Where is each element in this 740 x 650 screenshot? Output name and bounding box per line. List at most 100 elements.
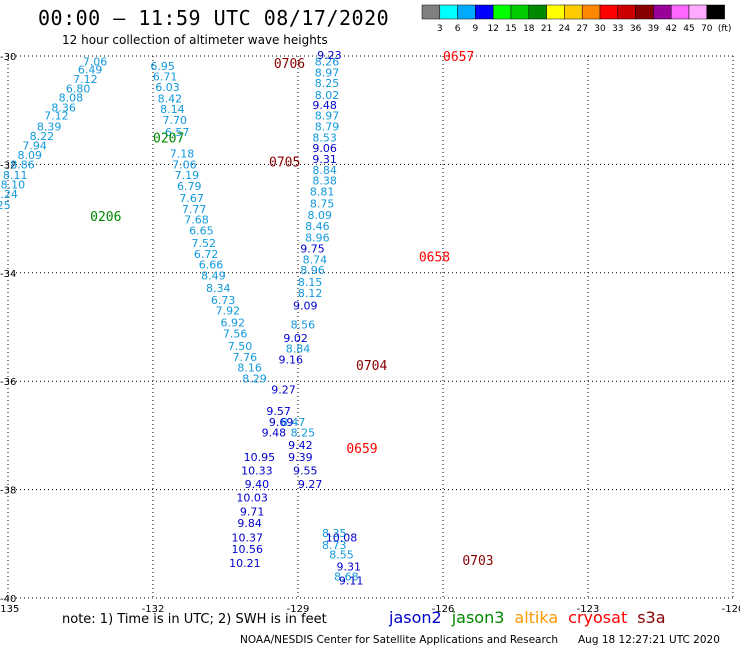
wave-height-point: 7.92 bbox=[216, 305, 241, 318]
colorbar-label: 18 bbox=[523, 24, 535, 34]
track-time-label: 0206 bbox=[90, 210, 121, 225]
wave-height-point: 7.67 bbox=[179, 192, 204, 205]
colorbar-label: 33 bbox=[612, 24, 623, 34]
legend-altika: altika bbox=[514, 608, 559, 627]
y-tick-label: -30 bbox=[0, 52, 16, 63]
colorbar-label: 27 bbox=[576, 24, 587, 34]
wave-height-point: 6.72 bbox=[194, 248, 219, 261]
wave-height-point: 9.48 bbox=[312, 99, 337, 112]
y-tick-label: -32 bbox=[0, 160, 16, 171]
wave-height-point: 7.12 bbox=[44, 110, 69, 123]
wave-height-point: 8.73 bbox=[322, 539, 347, 552]
colorbar-swatch bbox=[475, 4, 494, 20]
wave-height-point: 9.31 bbox=[337, 561, 362, 574]
wave-height-point: 8.97 bbox=[315, 66, 340, 79]
wave-height-point: 8.25 bbox=[291, 427, 316, 440]
wave-height-point: 9.31 bbox=[312, 153, 337, 166]
wave-height-point: 8.35 bbox=[322, 527, 347, 540]
wave-height-point: 9.48 bbox=[262, 427, 287, 440]
wave-height-point: 8.08 bbox=[59, 92, 84, 105]
colorbar-label: 3 bbox=[437, 24, 443, 34]
colorbar-swatch bbox=[670, 4, 690, 20]
wave-height-point: 8.75 bbox=[310, 197, 335, 210]
track-time-label: 0705 bbox=[269, 156, 300, 171]
wave-height-point: 9.11 bbox=[339, 575, 364, 588]
wave-height-point: 7.19 bbox=[175, 169, 200, 182]
track-time-label: 0657 bbox=[443, 50, 474, 65]
wave-height-point: 9.75 bbox=[300, 242, 325, 255]
wave-height-point: 8.15 bbox=[298, 276, 323, 289]
track-time-label: 0658 bbox=[419, 251, 450, 266]
wave-height-point: 9.09 bbox=[293, 299, 318, 312]
wave-height-point: 9.84 bbox=[237, 517, 262, 530]
wave-height-point: 8.81 bbox=[310, 186, 335, 199]
wave-height-point: 7.06 bbox=[83, 55, 108, 68]
wave-height-point: 8.96 bbox=[305, 232, 330, 245]
colorbar-swatch bbox=[457, 4, 476, 20]
colorbar-label: 24 bbox=[559, 24, 571, 34]
colorbar-swatch bbox=[421, 4, 441, 20]
wave-height-point: 9.02 bbox=[283, 332, 308, 345]
wave-height-point: 8.97 bbox=[315, 110, 340, 123]
wave-height-point: 8.02 bbox=[315, 89, 340, 102]
colorbar-label: 9 bbox=[473, 24, 479, 34]
y-tick-label: -34 bbox=[0, 269, 16, 280]
wave-height-point: 8.42 bbox=[158, 92, 183, 105]
colorbar-swatch bbox=[688, 4, 708, 20]
wave-height-point: 7.18 bbox=[170, 148, 195, 161]
colorbar-label: 21 bbox=[541, 24, 552, 34]
wave-height-point: 8.14 bbox=[160, 103, 185, 116]
wave-height-point: 10.95 bbox=[244, 451, 276, 464]
wave-height-point: 7.56 bbox=[223, 328, 248, 341]
wave-height-point: 8.38 bbox=[312, 175, 337, 188]
wave-height-point: 8.16 bbox=[237, 362, 262, 375]
wave-height-point: 8.39 bbox=[37, 120, 62, 133]
colorbar-label: 70 bbox=[701, 24, 713, 34]
wave-height-point: 9.27 bbox=[298, 478, 323, 491]
wave-height-point: 7.50 bbox=[228, 340, 253, 353]
wave-height-point: 8.79 bbox=[315, 120, 340, 133]
wave-height-point: 8.09 bbox=[18, 149, 43, 162]
wave-height-point: 7.70 bbox=[163, 114, 188, 127]
chart-title: 00:00 — 11:59 UTC 08/17/2020 bbox=[38, 6, 390, 30]
wave-height-point: 8.22 bbox=[30, 130, 55, 143]
wave-height-point: 8.24 bbox=[0, 188, 18, 201]
track-time-label: 0706 bbox=[274, 57, 305, 72]
footnote: note: 1) Time is in UTC; 2) SWH is in fe… bbox=[62, 612, 327, 627]
wave-height-point: 9.55 bbox=[293, 465, 318, 478]
wave-height-point: 9.57 bbox=[266, 405, 291, 418]
track-time-label: 0704 bbox=[356, 359, 387, 374]
wave-height-point: 6.92 bbox=[221, 317, 246, 330]
wave-height-point: 7.68 bbox=[184, 214, 209, 227]
wave-height-point: 6.49 bbox=[78, 64, 103, 77]
x-tick-label: -123 bbox=[577, 604, 600, 615]
wave-height-point: 8.74 bbox=[303, 253, 328, 266]
satellite-legend: jason2 jason3 altika cryosat s3a bbox=[389, 608, 676, 627]
colorbar-swatch bbox=[653, 4, 672, 20]
wave-height-point: 10.03 bbox=[236, 492, 268, 505]
x-tick-label: -126 bbox=[432, 604, 455, 615]
colorbar-swatch bbox=[617, 4, 636, 20]
wave-height-point: 6.95 bbox=[150, 60, 175, 73]
colorbar-label: 12 bbox=[487, 24, 498, 34]
wave-height-point: 7.52 bbox=[192, 237, 217, 250]
colorbar-swatch bbox=[439, 4, 458, 20]
track-time-label: 0659 bbox=[346, 442, 377, 457]
wave-height-point: 8.34 bbox=[206, 282, 231, 295]
wave-height-point: 8.09 bbox=[308, 209, 333, 222]
wave-height-point: 6.57 bbox=[165, 126, 190, 139]
colorbar-label: 6 bbox=[455, 24, 461, 34]
generated-timestamp: Aug 18 12:27:21 UTC 2020 bbox=[578, 634, 720, 646]
wave-height-point: 8.84 bbox=[286, 343, 311, 356]
wave-height-point: 10.56 bbox=[232, 543, 264, 556]
legend-cryosat: cryosat bbox=[568, 608, 628, 627]
x-tick-label: -129 bbox=[287, 604, 310, 615]
wave-height-point: 6.65 bbox=[189, 225, 214, 238]
wave-height-point: 8.86 bbox=[10, 158, 35, 171]
wave-height-point: 9.42 bbox=[288, 439, 313, 452]
wave-height-point: 8.12 bbox=[298, 287, 323, 300]
wave-height-point: 9.40 bbox=[245, 478, 270, 491]
wave-height-point: 8.53 bbox=[312, 131, 337, 144]
wave-height-point: 8.96 bbox=[300, 264, 325, 277]
legend-jason2: jason2 bbox=[389, 608, 442, 627]
